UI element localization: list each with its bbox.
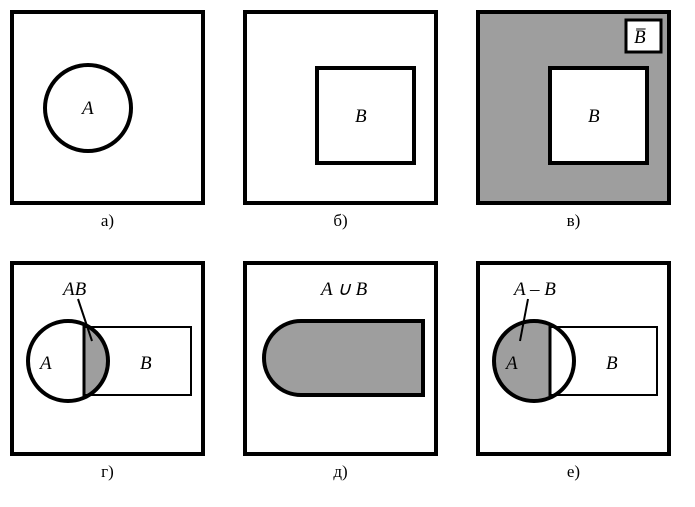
diagram-grid: A а) B б) B B̅ в)	[10, 10, 670, 482]
panel-f-svg: A B A – B	[476, 261, 671, 456]
panel-c-svg: B B̅	[476, 10, 671, 205]
caption-a: а)	[101, 211, 114, 231]
caption-b: б)	[333, 211, 347, 231]
label-f-a: A	[504, 353, 518, 374]
panel-f: A B A – B е)	[476, 261, 671, 482]
label-a: A	[80, 98, 94, 119]
label-d-b: B	[140, 353, 152, 374]
panel-e: A ∪ B д)	[243, 261, 438, 482]
label-d-op: AB	[61, 279, 87, 300]
panel-c: B B̅ в)	[476, 10, 671, 231]
panel-b-svg: B	[243, 10, 438, 205]
label-f-b: B	[606, 353, 618, 374]
caption-d: г)	[101, 462, 114, 482]
label-e-op: A ∪ B	[319, 279, 368, 300]
label-d-a: A	[38, 353, 52, 374]
caption-f: е)	[567, 462, 580, 482]
caption-e: д)	[333, 462, 347, 482]
panel-e-svg: A ∪ B	[243, 261, 438, 456]
label-f-op: A – B	[512, 279, 556, 300]
label-c-compl: B̅	[634, 27, 646, 48]
caption-c: в)	[567, 211, 581, 231]
panel-b: B б)	[243, 10, 438, 231]
panel-d: A B AB г)	[10, 261, 205, 482]
label-b: B	[355, 106, 367, 127]
panel-a: A а)	[10, 10, 205, 231]
panel-d-svg: A B AB	[10, 261, 205, 456]
panel-a-svg: A	[10, 10, 205, 205]
label-c-b: B	[588, 106, 600, 127]
